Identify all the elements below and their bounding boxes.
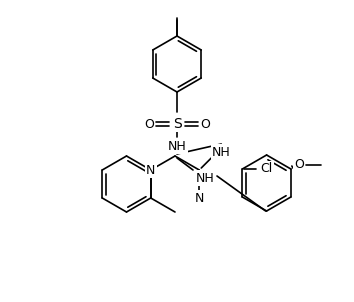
Text: O: O bbox=[144, 117, 154, 130]
Text: O: O bbox=[294, 159, 304, 172]
Text: O: O bbox=[200, 117, 210, 130]
Text: N: N bbox=[146, 163, 155, 176]
Text: NH: NH bbox=[196, 172, 215, 185]
Text: NH: NH bbox=[212, 146, 230, 159]
Text: N: N bbox=[195, 191, 204, 204]
Text: NH: NH bbox=[168, 140, 186, 153]
Text: S: S bbox=[173, 117, 181, 131]
Text: Cl: Cl bbox=[260, 162, 273, 175]
